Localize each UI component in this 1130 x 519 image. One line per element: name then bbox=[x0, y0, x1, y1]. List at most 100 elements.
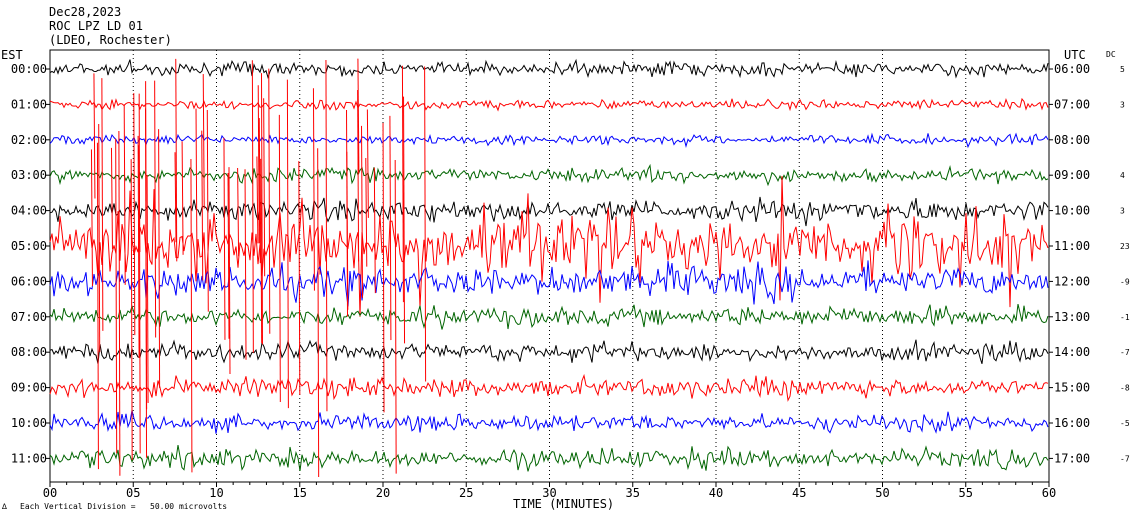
est-time-label: 06:00 bbox=[11, 274, 47, 288]
dc-offset-value: -7 bbox=[1120, 348, 1130, 357]
seismic-trace bbox=[49, 260, 1049, 307]
dc-offset-value: -9 bbox=[1120, 277, 1130, 286]
est-time-label: 03:00 bbox=[11, 168, 47, 182]
seismic-trace bbox=[49, 445, 1049, 472]
transient-spike bbox=[278, 114, 281, 403]
x-tick-label: 00 bbox=[43, 486, 57, 500]
transient-spike bbox=[394, 160, 397, 474]
transient-spike bbox=[201, 130, 204, 281]
transient-spike bbox=[227, 173, 230, 339]
transient-spike bbox=[258, 118, 261, 264]
transient-spike bbox=[110, 147, 113, 250]
transient-spike bbox=[146, 174, 149, 403]
transient-spike bbox=[357, 89, 360, 262]
transient-spike bbox=[175, 58, 178, 262]
transient-spike bbox=[389, 115, 392, 341]
utc-time-label: 10:00 bbox=[1054, 204, 1090, 218]
est-time-label: 11:00 bbox=[11, 451, 47, 465]
x-tick-label: 30 bbox=[542, 486, 556, 500]
transient-spike bbox=[181, 141, 184, 255]
est-time-label: 05:00 bbox=[11, 239, 47, 253]
dc-offset-value: 3 bbox=[1120, 100, 1125, 109]
utc-time-label: 06:00 bbox=[1054, 62, 1090, 76]
transient-spike bbox=[158, 129, 161, 388]
seismic-trace bbox=[49, 339, 1049, 364]
x-tick-label: 55 bbox=[959, 486, 973, 500]
transient-spike bbox=[357, 58, 360, 174]
est-time-label: 04:00 bbox=[11, 204, 47, 218]
transient-spike bbox=[223, 137, 226, 340]
transient-spike bbox=[382, 123, 385, 413]
dc-offset-value: -8 bbox=[1120, 384, 1130, 393]
est-time-label: 09:00 bbox=[11, 381, 47, 395]
est-time-label: 07:00 bbox=[11, 310, 47, 324]
transient-spike bbox=[138, 93, 141, 454]
transient-spike bbox=[325, 60, 328, 412]
transient-spike bbox=[98, 123, 101, 353]
dc-offset-value: 23 bbox=[1120, 242, 1130, 251]
est-time-label: 08:00 bbox=[11, 345, 47, 359]
transient-spike bbox=[424, 66, 427, 382]
est-time-label: 10:00 bbox=[11, 416, 47, 430]
utc-time-label: 07:00 bbox=[1054, 97, 1090, 111]
transient-spike bbox=[118, 130, 121, 476]
utc-time-label: 16:00 bbox=[1054, 416, 1090, 430]
transient-spike bbox=[93, 73, 96, 199]
transient-spike bbox=[133, 93, 136, 336]
transient-spike bbox=[256, 156, 259, 244]
transient-spike bbox=[202, 74, 205, 209]
dc-offset-value: 3 bbox=[1120, 207, 1125, 216]
transient-spike bbox=[366, 109, 369, 218]
seismic-trace bbox=[49, 132, 1049, 149]
x-tick-label: 05 bbox=[126, 486, 140, 500]
transient-spike bbox=[195, 108, 198, 273]
x-tick-label: 60 bbox=[1042, 486, 1056, 500]
transient-spike bbox=[317, 148, 320, 478]
x-axis-label: TIME (MINUTES) bbox=[513, 497, 615, 511]
transient-spike bbox=[251, 60, 254, 353]
seismic-trace bbox=[49, 97, 1049, 112]
utc-time-label: 08:00 bbox=[1054, 133, 1090, 147]
transient-spike bbox=[123, 104, 126, 285]
footer-glyph: ∆ bbox=[2, 502, 7, 511]
transient-spike bbox=[115, 138, 118, 454]
seismic-trace bbox=[49, 196, 1049, 227]
x-tick-label: 20 bbox=[376, 486, 390, 500]
transient-spike bbox=[286, 79, 289, 409]
utc-time-label: 13:00 bbox=[1054, 310, 1090, 324]
seismic-trace bbox=[49, 163, 1049, 187]
chart-date: Dec28,2023 bbox=[49, 5, 122, 19]
est-time-label: 00:00 bbox=[11, 62, 47, 76]
transient-spike bbox=[260, 158, 263, 343]
est-label: EST bbox=[1, 48, 23, 62]
seismic-trace bbox=[49, 303, 1049, 330]
transient-spike bbox=[206, 110, 209, 312]
seismic-trace bbox=[49, 373, 1049, 402]
transient-spike bbox=[145, 108, 148, 458]
dc-offset-value: 5 bbox=[1120, 65, 1125, 74]
seismic-trace bbox=[49, 58, 1049, 80]
transient-spike bbox=[257, 85, 260, 244]
x-tick-label: 25 bbox=[459, 486, 473, 500]
transient-spike bbox=[365, 157, 368, 267]
transient-spike bbox=[154, 80, 157, 338]
est-time-label: 01:00 bbox=[11, 97, 47, 111]
dc-offset-value: -5 bbox=[1120, 419, 1130, 428]
est-time-label: 02:00 bbox=[11, 133, 47, 147]
x-tick-label: 10 bbox=[209, 486, 223, 500]
transient-spike bbox=[401, 65, 404, 303]
utc-time-label: 15:00 bbox=[1054, 381, 1090, 395]
utc-time-label: 12:00 bbox=[1054, 274, 1090, 288]
transient-spike bbox=[101, 78, 104, 331]
transient-spike bbox=[263, 98, 266, 277]
utc-time-label: 09:00 bbox=[1054, 168, 1090, 182]
x-tick-label: 50 bbox=[875, 486, 889, 500]
transient-spike bbox=[137, 135, 140, 358]
x-tick-label: 35 bbox=[626, 486, 640, 500]
transient-spike bbox=[361, 125, 364, 298]
transient-spike bbox=[190, 159, 193, 473]
x-tick-label: 45 bbox=[792, 486, 806, 500]
utc-time-label: 17:00 bbox=[1054, 451, 1090, 465]
station-code: ROC LPZ LD 01 bbox=[49, 19, 143, 33]
transient-spike bbox=[268, 68, 271, 334]
